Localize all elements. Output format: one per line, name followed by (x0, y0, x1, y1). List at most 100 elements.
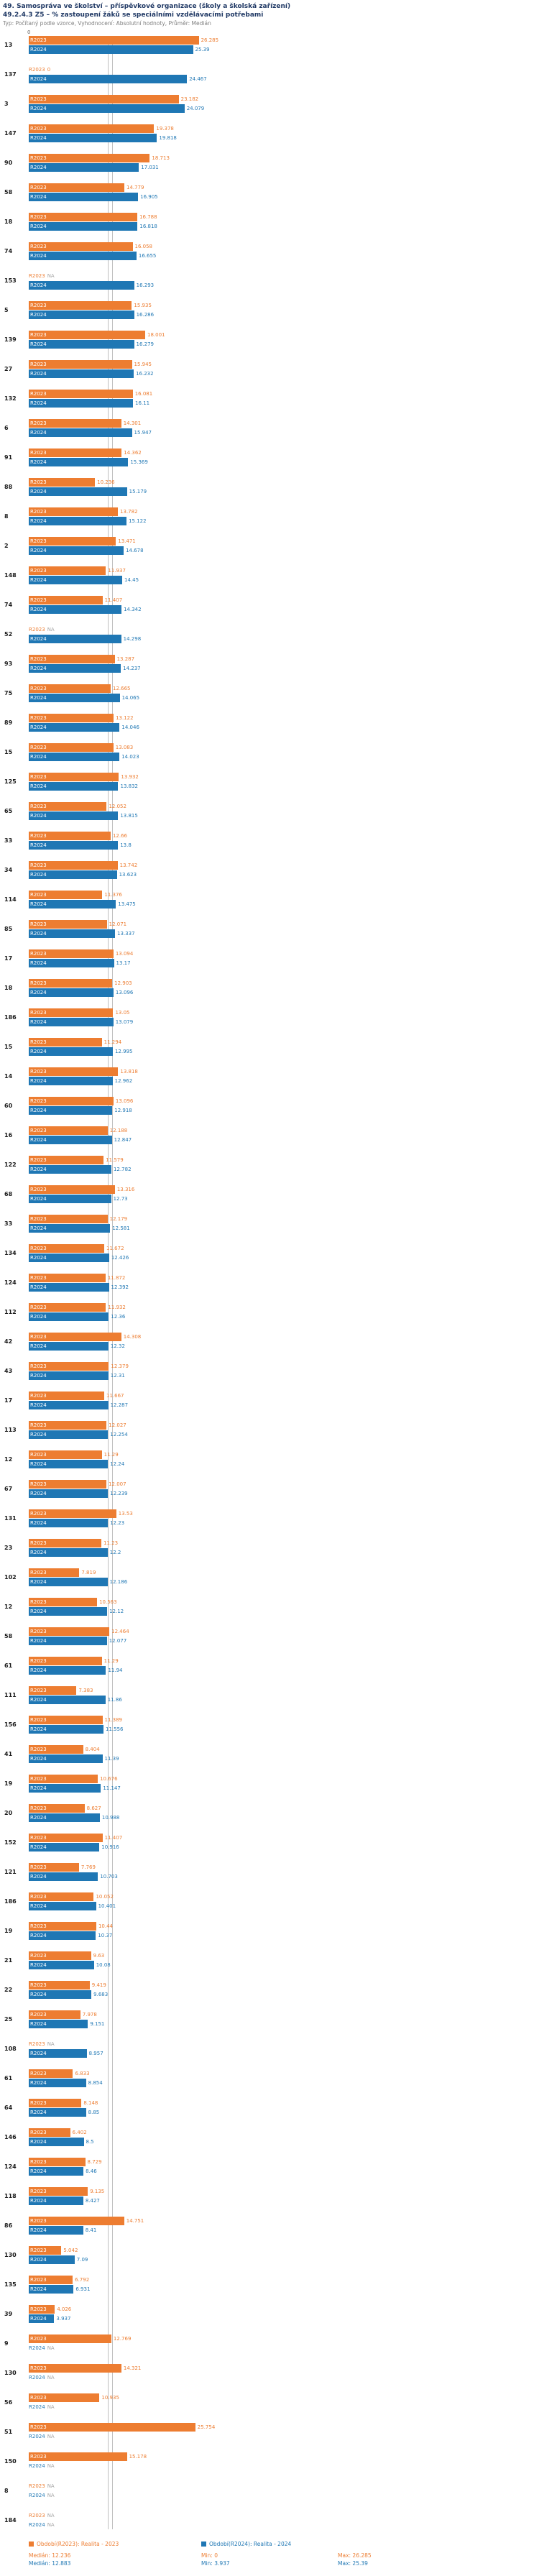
bar-r2024[interactable]: R2024 (29, 517, 127, 526)
bar-r2024[interactable]: R2024 (29, 2020, 88, 2029)
bar-r2024[interactable]: R2024 (29, 340, 134, 349)
bar-r2024[interactable]: R2024 (29, 1165, 112, 1174)
bar-r2023[interactable]: R2023 (29, 419, 121, 428)
bar-r2024[interactable]: R2024 (29, 1254, 109, 1263)
bar-r2023[interactable]: R2023 (29, 2276, 73, 2285)
bar-r2023[interactable]: R2023 (29, 1421, 107, 1430)
bar-r2023[interactable]: R2023 (29, 1745, 83, 1754)
bar-r2023[interactable]: R2023 (29, 2099, 82, 2108)
bar-r2023[interactable]: R2023 (29, 213, 138, 222)
bar-r2024[interactable]: R2024 (29, 929, 116, 939)
bar-r2023[interactable]: R2023 (29, 1981, 90, 1990)
bar-r2023[interactable]: R2023 (29, 124, 155, 134)
bar-r2023[interactable]: R2023 (29, 1008, 114, 1018)
bar-r2024[interactable]: R2024 (29, 1637, 107, 1646)
bar-r2024[interactable]: R2024 (29, 2079, 86, 2088)
bar-r2023[interactable]: R2023 (29, 2128, 70, 2138)
bar-r2024[interactable]: R2024 (29, 1607, 108, 1616)
bar-r2023[interactable]: R2023 (29, 2217, 124, 2226)
bar-r2024[interactable]: R2024 (29, 1754, 103, 1764)
bar-r2024[interactable]: R2024 (29, 694, 120, 703)
bar-r2024[interactable]: R2024 (29, 1342, 109, 1351)
bar-r2024[interactable]: R2024 (29, 104, 185, 114)
bar-r2024[interactable]: R2024 (29, 1371, 109, 1381)
bar-r2024[interactable]: R2024 (29, 252, 137, 261)
bar-r2023[interactable]: R2023 (29, 1539, 102, 1548)
bar-r2023[interactable]: R2023 (29, 1244, 105, 1254)
bar-r2023[interactable]: R2023 (29, 2187, 88, 2196)
bar-r2023[interactable]: R2023 (29, 1686, 77, 1696)
legend-item-2024[interactable]: Období(R2024): Realita - 2024 (201, 2541, 374, 2547)
bar-r2023[interactable]: R2023 (29, 2305, 55, 2314)
bar-r2023[interactable]: R2023 (29, 1215, 108, 1224)
bar-r2023[interactable]: R2023 (29, 1067, 119, 1077)
bar-r2024[interactable]: R2024 (29, 2314, 55, 2324)
bar-r2024[interactable]: R2024 (29, 1725, 103, 1734)
bar-r2023[interactable]: R2023 (29, 714, 114, 723)
bar-r2024[interactable]: R2024 (29, 782, 119, 791)
bar-r2023[interactable]: R2023 (29, 1362, 109, 1371)
bar-r2023[interactable]: R2023 (29, 2423, 195, 2432)
bar-r2024[interactable]: R2024 (29, 2196, 83, 2206)
bar-r2024[interactable]: R2024 (29, 2108, 86, 2117)
bar-r2023[interactable]: R2023 (29, 360, 132, 369)
bar-r2024[interactable]: R2024 (29, 546, 124, 556)
bar-r2023[interactable]: R2023 (29, 2452, 127, 2462)
bar-r2024[interactable]: R2024 (29, 1136, 112, 1145)
bar-r2024[interactable]: R2024 (29, 458, 129, 467)
bar-r2024[interactable]: R2024 (29, 1902, 96, 1911)
bar-r2023[interactable]: R2023 (29, 507, 119, 517)
bar-r2024[interactable]: R2024 (29, 1843, 100, 1852)
bar-r2024[interactable]: R2024 (29, 310, 134, 320)
bar-r2023[interactable]: R2023 (29, 478, 96, 487)
bar-r2023[interactable]: R2023 (29, 1716, 103, 1725)
bar-r2024[interactable]: R2024 (29, 1813, 100, 1823)
bar-r2023[interactable]: R2023 (29, 1657, 102, 1666)
bar-r2024[interactable]: R2024 (29, 2285, 74, 2294)
bar-r2024[interactable]: R2024 (29, 2226, 83, 2235)
bar-r2023[interactable]: R2023 (29, 1775, 98, 1784)
bar-r2023[interactable]: R2023 (29, 1598, 98, 1607)
bar-r2024[interactable]: R2024 (29, 1312, 109, 1322)
bar-r2024[interactable]: R2024 (29, 576, 123, 585)
bar-r2024[interactable]: R2024 (29, 1961, 94, 1970)
bar-r2023[interactable]: R2023 (29, 1274, 106, 1283)
bar-r2024[interactable]: R2024 (29, 1784, 101, 1793)
bar-r2023[interactable]: R2023 (29, 1863, 79, 1872)
bar-r2023[interactable]: R2023 (29, 2334, 111, 2344)
bar-r2024[interactable]: R2024 (29, 1018, 114, 1027)
bar-r2023[interactable]: R2023 (29, 2010, 80, 2020)
bar-r2023[interactable]: R2023 (29, 2364, 121, 2373)
bar-r2023[interactable]: R2023 (29, 832, 111, 841)
bar-r2024[interactable]: R2024 (29, 959, 114, 968)
bar-r2024[interactable]: R2024 (29, 399, 133, 408)
bar-r2023[interactable]: R2023 (29, 301, 132, 310)
bar-r2024[interactable]: R2024 (29, 811, 119, 821)
bar-r2023[interactable]: R2023 (29, 655, 115, 664)
bar-r2023[interactable]: R2023 (29, 2246, 62, 2255)
bar-r2024[interactable]: R2024 (29, 1872, 98, 1882)
bar-r2023[interactable]: R2023 (29, 1097, 114, 1106)
bar-r2023[interactable]: R2023 (29, 773, 119, 782)
bar-r2024[interactable]: R2024 (29, 163, 139, 172)
bar-r2024[interactable]: R2024 (29, 193, 139, 202)
bar-r2023[interactable]: R2023 (29, 1509, 116, 1519)
bar-r2024[interactable]: R2024 (29, 487, 127, 497)
bar-r2024[interactable]: R2024 (29, 1460, 109, 1469)
bar-r2023[interactable]: R2023 (29, 1568, 80, 1578)
bar-r2024[interactable]: R2024 (29, 2167, 84, 2176)
bar-r2023[interactable]: R2023 (29, 1185, 115, 1195)
bar-r2023[interactable]: R2023 (29, 95, 179, 104)
bar-r2024[interactable]: R2024 (29, 75, 188, 84)
bar-r2023[interactable]: R2023 (29, 1038, 102, 1047)
bar-r2023[interactable]: R2023 (29, 566, 106, 576)
bar-r2024[interactable]: R2024 (29, 635, 121, 644)
bar-r2023[interactable]: R2023 (29, 949, 114, 959)
bar-r2024[interactable]: R2024 (29, 1931, 96, 1941)
bar-r2023[interactable]: R2023 (29, 1922, 96, 1931)
bar-r2023[interactable]: R2023 (29, 1156, 104, 1165)
bar-r2023[interactable]: R2023 (29, 2069, 73, 2079)
bar-r2024[interactable]: R2024 (29, 369, 134, 379)
bar-r2023[interactable]: R2023 (29, 1951, 91, 1961)
bar-r2023[interactable]: R2023 (29, 1834, 103, 1843)
